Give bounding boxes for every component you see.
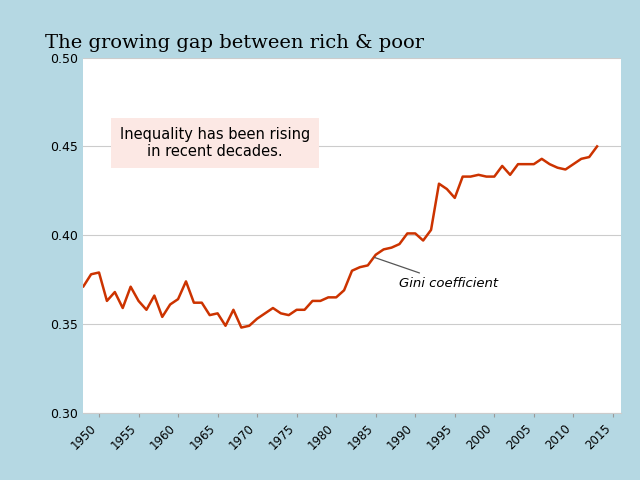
Text: Inequality has been rising
in recent decades.: Inequality has been rising in recent dec… <box>120 127 310 159</box>
Text: Gini coefficient: Gini coefficient <box>374 257 499 289</box>
Text: The growing gap between rich & poor: The growing gap between rich & poor <box>45 34 424 51</box>
